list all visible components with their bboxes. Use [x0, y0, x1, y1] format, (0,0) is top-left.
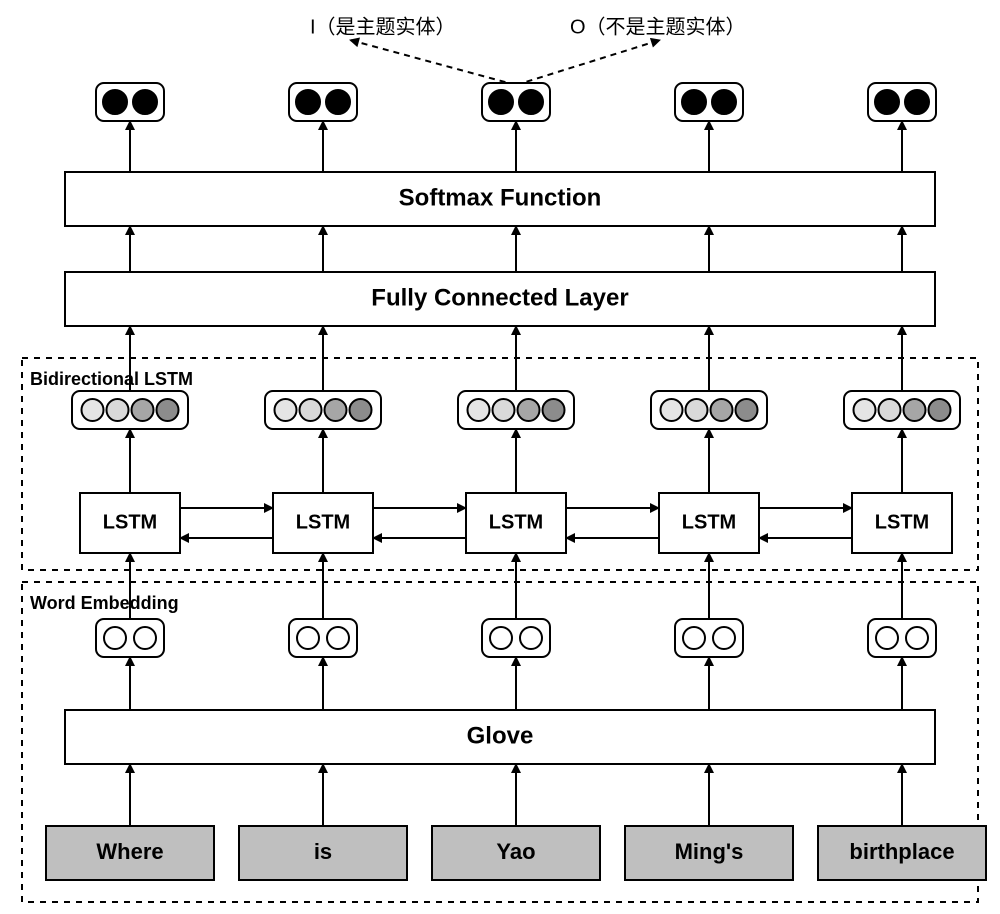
svg-text:O（不是主题实体）: O（不是主题实体）	[570, 15, 746, 38]
svg-text:birthplace: birthplace	[849, 839, 954, 864]
svg-text:I（是主题实体）: I（是主题实体）	[310, 15, 456, 38]
svg-text:Softmax Function: Softmax Function	[399, 184, 602, 211]
network-diagram: Bidirectional LSTM Word Embedding I（是主题实体）…	[0, 0, 1000, 914]
svg-text:Where: Where	[96, 839, 163, 864]
svg-text:LSTM: LSTM	[489, 511, 543, 533]
svg-text:Glove: Glove	[467, 722, 534, 749]
svg-text:Fully Connected Layer: Fully Connected Layer	[371, 284, 628, 311]
svg-text:LSTM: LSTM	[682, 511, 736, 533]
svg-text:is: is	[314, 839, 332, 864]
svg-text:LSTM: LSTM	[296, 511, 350, 533]
svg-text:Word Embedding: Word Embedding	[30, 593, 179, 613]
svg-text:Yao: Yao	[496, 839, 535, 864]
svg-text:Bidirectional LSTM: Bidirectional LSTM	[30, 369, 193, 389]
svg-text:Ming's: Ming's	[675, 839, 744, 864]
svg-text:LSTM: LSTM	[875, 511, 929, 533]
svg-text:LSTM: LSTM	[103, 511, 157, 533]
